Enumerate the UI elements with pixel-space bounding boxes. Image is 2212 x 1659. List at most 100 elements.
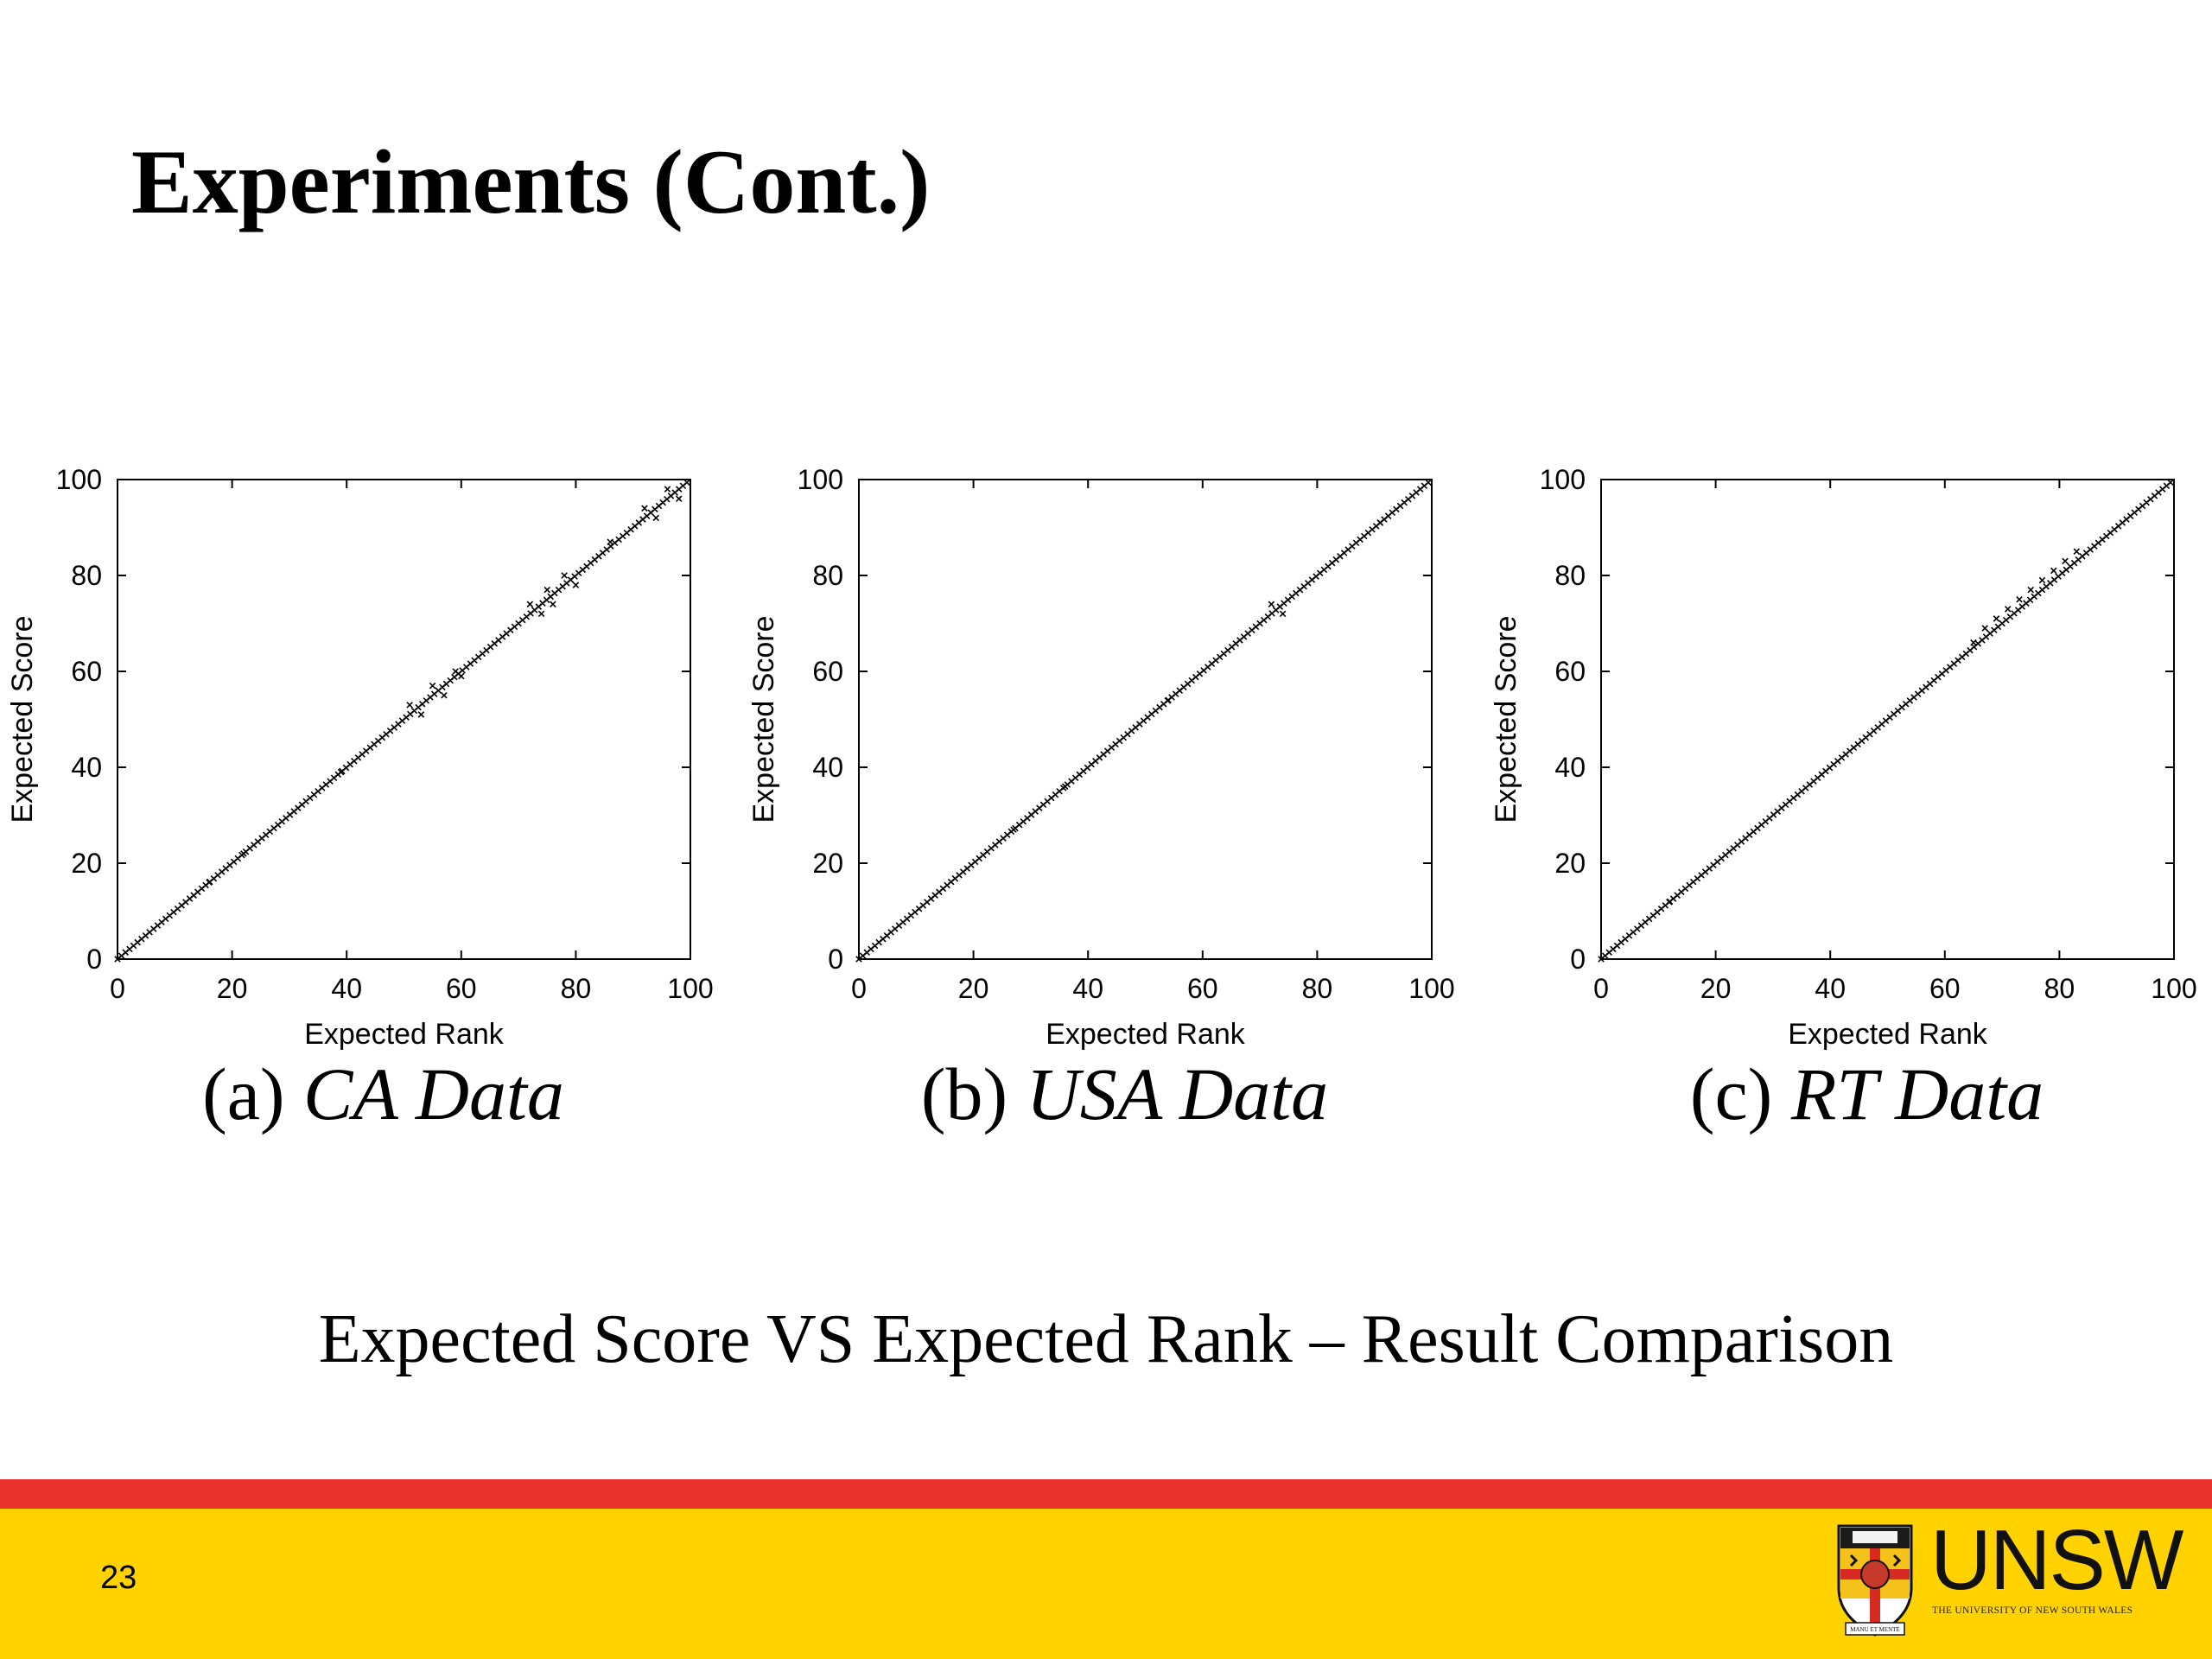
- data-point: [526, 601, 534, 608]
- data-point: [2062, 557, 2069, 565]
- data-point: [1165, 696, 1172, 704]
- data-point: [537, 610, 545, 618]
- x-tick-label: 20: [958, 973, 989, 1004]
- data-point: [683, 479, 690, 486]
- x-axis-label: Expected Rank: [1046, 1018, 1246, 1051]
- data-point: [2027, 586, 2035, 594]
- chart-usa-data: 0 20 40 60 80 100 0 20 40 60 80 100 Expected Rank Exp…: [747, 464, 1455, 1135]
- caption-name: USA Data: [1027, 1052, 1329, 1135]
- x-tick-label: 40: [1072, 973, 1103, 1004]
- data-point: [561, 572, 568, 579]
- data-point: [458, 672, 465, 680]
- y-tick-label: 100: [1540, 464, 1586, 495]
- data-point: [2016, 595, 2023, 603]
- page-number: 23: [100, 1560, 137, 1596]
- chart-rt-data: 0 20 40 60 80 100 0 20 40 60 80 100 Expected Rank Exp…: [1490, 464, 2197, 1135]
- caption-label: (b): [921, 1052, 1027, 1135]
- x-axis-label: Expected Rank: [304, 1018, 505, 1051]
- slide-title: Experiments (Cont.): [131, 131, 931, 232]
- slide-subtitle: Expected Score VS Expected Rank – Result…: [318, 1301, 1894, 1377]
- y-tick-label: 0: [828, 944, 843, 975]
- data-point: [543, 586, 551, 594]
- data-point: [2038, 576, 2046, 584]
- x-tick-label: 0: [851, 973, 867, 1004]
- y-tick-label: 40: [71, 752, 102, 783]
- y-tick-label: 60: [71, 656, 102, 687]
- plot-frame: [117, 479, 691, 960]
- data-point: [607, 538, 613, 545]
- y-tick-label: 0: [1570, 944, 1586, 975]
- y-tick-label: 20: [812, 848, 843, 879]
- unsw-crest-icon: MANU ET MENTE: [1837, 1524, 1913, 1637]
- y-tick-label: 60: [1554, 656, 1586, 687]
- x-tick-label: 100: [667, 973, 713, 1004]
- chart-caption: (b) USA Data: [921, 1052, 1328, 1135]
- x-tick-label: 0: [110, 973, 125, 1004]
- data-point: [1268, 601, 1275, 608]
- unsw-wordmark: UNSW: [1930, 1512, 2183, 1607]
- data-point: [2073, 548, 2081, 556]
- y-tick-label: 80: [1554, 560, 1586, 591]
- data-point: [1666, 898, 1674, 906]
- x-tick-label: 80: [561, 973, 592, 1004]
- data-point: [452, 668, 459, 675]
- y-tick-label: 0: [86, 944, 102, 975]
- data-series: [855, 479, 1432, 963]
- data-point: [641, 505, 648, 512]
- x-tick-label: 60: [446, 973, 477, 1004]
- data-point: [550, 601, 556, 608]
- data-point: [2050, 567, 2057, 575]
- data-point: [1981, 625, 1988, 632]
- data-point: [664, 486, 671, 493]
- x-axis-label: Expected Rank: [1788, 1018, 1988, 1051]
- x-tick-label: 80: [2044, 973, 2075, 1004]
- x-tick-label: 60: [1187, 973, 1218, 1004]
- x-tick-label: 60: [1929, 973, 1961, 1004]
- data-point: [652, 514, 659, 522]
- y-tick-label: 100: [56, 464, 102, 495]
- x-tick-label: 40: [1815, 973, 1846, 1004]
- y-tick-label: 40: [1554, 752, 1586, 783]
- data-point: [429, 682, 436, 690]
- x-tick-label: 0: [1593, 973, 1609, 1004]
- x-tick-label: 100: [1408, 973, 1454, 1004]
- caption-label: (a): [202, 1052, 303, 1135]
- data-point: [2004, 606, 2012, 613]
- data-point: [1970, 639, 1977, 646]
- unsw-tagline: THE UNIVERSITY OF NEW SOUTH WALES: [1932, 1605, 2133, 1616]
- crest-motto: MANU ET MENTE: [1850, 1626, 1899, 1633]
- caption-name: CA Data: [303, 1052, 564, 1135]
- y-tick-label: 100: [798, 464, 843, 495]
- data-point: [1279, 610, 1287, 618]
- y-tick-label: 80: [71, 560, 102, 591]
- data-point: [1376, 519, 1384, 526]
- data-point: [1993, 615, 2000, 622]
- y-tick-label: 80: [812, 560, 843, 591]
- chart-caption: (c) RT Data: [1690, 1052, 2044, 1135]
- data-point: [1425, 479, 1432, 486]
- x-tick-label: 40: [331, 973, 362, 1004]
- data-point: [1061, 783, 1069, 790]
- x-tick-label: 20: [217, 973, 248, 1004]
- data-point: [1010, 826, 1017, 833]
- data-point: [406, 702, 413, 709]
- caption-label: (c): [1690, 1052, 1791, 1135]
- x-tick-label: 80: [1302, 973, 1333, 1004]
- y-axis-label: Expected Score: [747, 615, 780, 823]
- y-tick-label: 60: [812, 656, 843, 687]
- y-tick-label: 20: [1554, 848, 1586, 879]
- caption-name: RT Data: [1790, 1052, 2044, 1135]
- y-axis-label: Expected Score: [1490, 615, 1522, 823]
- plot-frame: [1600, 479, 2175, 960]
- data-series: [114, 479, 690, 963]
- data-point: [2167, 479, 2174, 486]
- y-tick-label: 20: [71, 848, 102, 879]
- data-series: [1598, 479, 2174, 963]
- plot-frame: [858, 479, 1433, 960]
- unsw-logo: MANU ET MENTE UNSW THE UNIVERSITY OF NEW…: [1834, 1517, 2188, 1642]
- data-point: [572, 582, 580, 588]
- chart-caption: (a) CA Data: [202, 1052, 564, 1135]
- data-point: [675, 495, 683, 502]
- data-point: [441, 691, 448, 699]
- footer-red-band: [0, 1479, 2212, 1509]
